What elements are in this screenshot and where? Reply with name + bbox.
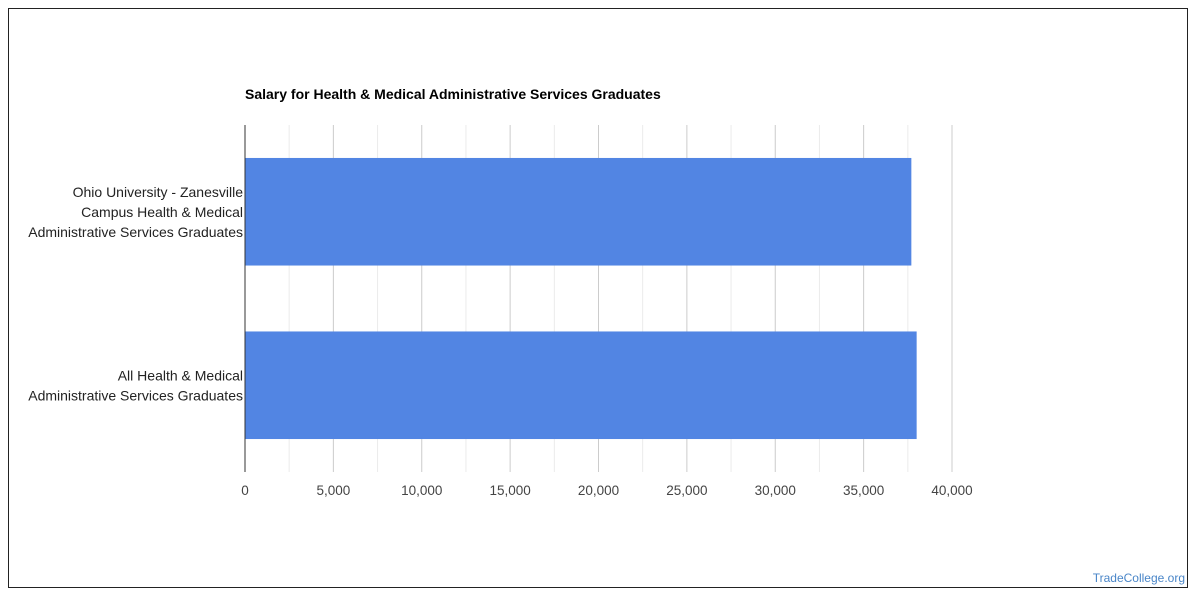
watermark-link[interactable]: TradeCollege.org [1092, 571, 1185, 585]
x-tick-label: 25,000 [666, 483, 707, 498]
bars [245, 157, 917, 440]
x-axis-ticks: 0 5,000 10,000 15,000 20,000 25,000 30,000 35,0… [241, 483, 972, 498]
category-label: Ohio University - Zanesville Campus Healt… [28, 184, 243, 240]
x-tick-label: 35,000 [843, 483, 884, 498]
bar [245, 157, 912, 266]
category-label-line: Campus Health & Medical [81, 204, 243, 220]
x-tick-label: 5,000 [316, 483, 350, 498]
x-tick-label: 15,000 [489, 483, 530, 498]
x-tick-label: 40,000 [931, 483, 972, 498]
category-label-line: Administrative Services Graduates [28, 387, 243, 403]
y-axis-categories: Ohio University - Zanesville Campus Healt… [28, 184, 243, 404]
category-label-line: Ohio University - Zanesville [73, 184, 244, 200]
category-label-line: All Health & Medical [118, 367, 243, 383]
x-tick-label: 10,000 [401, 483, 442, 498]
bar [245, 331, 917, 440]
chart-title: Salary for Health & Medical Administrati… [245, 86, 661, 102]
x-tick-label: 30,000 [755, 483, 796, 498]
category-label: All Health & Medical Administrative Servi… [28, 367, 243, 403]
x-tick-label: 20,000 [578, 483, 619, 498]
category-label-line: Administrative Services Graduates [28, 224, 243, 240]
x-tick-label: 0 [241, 483, 249, 498]
